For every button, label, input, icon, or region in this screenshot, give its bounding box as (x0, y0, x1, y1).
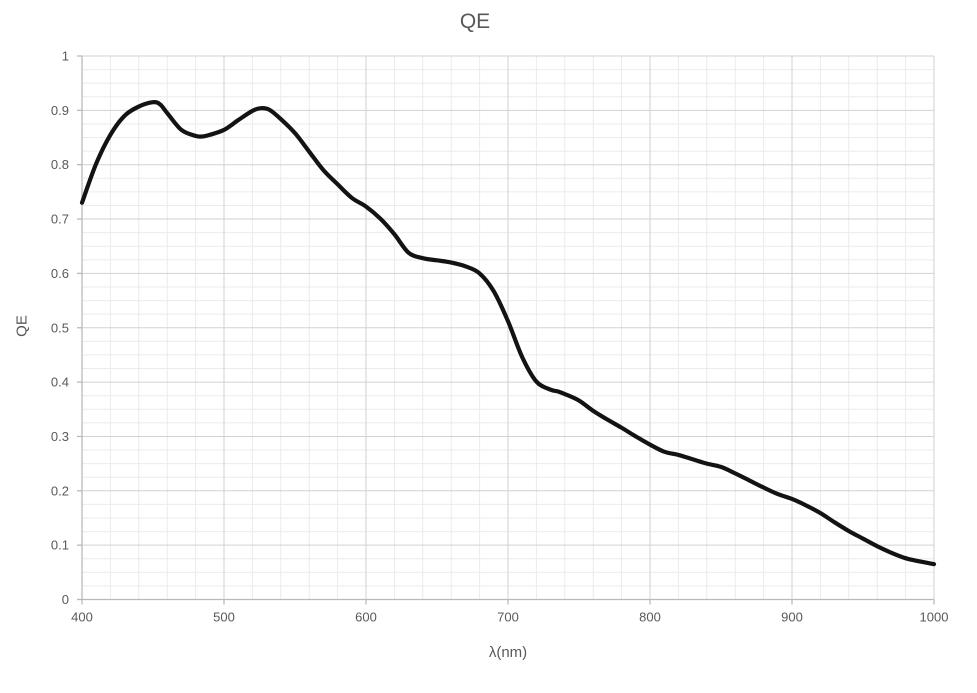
x-tick-label: 900 (781, 610, 803, 625)
y-tick-label: 0 (62, 592, 69, 607)
y-tick-labels: 0 0.1 0.2 0.3 0.4 0.5 0.6 0.7 0.8 0.9 1 (51, 49, 69, 608)
y-tick-label: 0.7 (51, 212, 69, 227)
series-qe-curve (79, 100, 937, 567)
y-tick-label: 1 (62, 49, 69, 64)
y-tick-label: 0.5 (51, 320, 69, 335)
y-tick-label: 0.2 (51, 483, 69, 498)
y-tick-label: 0.8 (51, 157, 69, 172)
y-tick-label: 0.9 (51, 103, 69, 118)
major-gridlines (82, 55, 935, 600)
x-tick-label: 800 (639, 610, 661, 625)
y-tick-label: 0.4 (51, 375, 69, 390)
x-tick-label: 600 (355, 610, 377, 625)
qe-series-line (79, 100, 937, 567)
y-tick-label: 0.6 (51, 266, 69, 281)
tick-marks (77, 55, 935, 605)
x-axis-title: λ(nm) (488, 644, 528, 661)
x-tick-label: 500 (213, 610, 235, 625)
y-tick-label: 0.3 (51, 429, 69, 444)
x-tick-label: 700 (497, 610, 519, 625)
x-tick-label: 1000 (920, 610, 949, 625)
chart-title: QE (459, 10, 491, 33)
x-tick-label: 400 (71, 610, 93, 625)
y-tick-label: 0.1 (51, 538, 69, 553)
x-tick-labels: 400 500 600 700 800 900 1000 (71, 610, 948, 625)
